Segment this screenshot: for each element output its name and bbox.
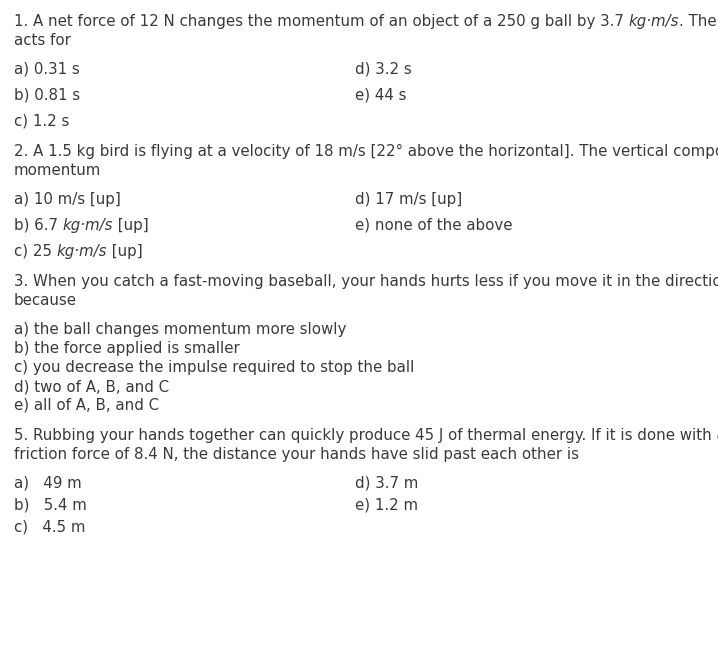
Text: c) 25: c) 25: [14, 244, 57, 259]
Text: b) the force applied is smaller: b) the force applied is smaller: [14, 341, 240, 356]
Text: d) 3.2 s: d) 3.2 s: [355, 62, 411, 77]
Text: c) you decrease the impulse required to stop the ball: c) you decrease the impulse required to …: [14, 360, 414, 375]
Text: a)   49 m: a) 49 m: [14, 476, 82, 491]
Text: . The force: . The force: [679, 14, 718, 29]
Text: a) the ball changes momentum more slowly: a) the ball changes momentum more slowly: [14, 322, 346, 337]
Text: b) 0.81 s: b) 0.81 s: [14, 88, 80, 103]
Text: friction force of 8.4 N, the distance your hands have slid past each other is: friction force of 8.4 N, the distance yo…: [14, 447, 579, 462]
Text: c) 1.2 s: c) 1.2 s: [14, 114, 70, 129]
Text: 1. A net force of 12 N changes the momentum of an object of a 250 g ball by 3.7: 1. A net force of 12 N changes the momen…: [14, 14, 629, 29]
Text: 5. Rubbing your hands together can quickly produce 45 J of thermal energy. If it: 5. Rubbing your hands together can quick…: [14, 428, 718, 443]
Text: d) two of A, B, and C: d) two of A, B, and C: [14, 379, 169, 394]
Text: a) 0.31 s: a) 0.31 s: [14, 62, 80, 77]
Text: a) 10 m/s [up]: a) 10 m/s [up]: [14, 192, 121, 207]
Text: c)   4.5 m: c) 4.5 m: [14, 520, 85, 535]
Text: [up]: [up]: [113, 218, 149, 233]
Text: b)   5.4 m: b) 5.4 m: [14, 498, 87, 513]
Text: d) 3.7 m: d) 3.7 m: [355, 476, 419, 491]
Text: b) 6.7: b) 6.7: [14, 218, 62, 233]
Text: 3. When you catch a fast-moving baseball, your hands hurts less if you move it i: 3. When you catch a fast-moving baseball…: [14, 274, 718, 289]
Text: kg·m/s: kg·m/s: [629, 14, 679, 29]
Text: e) 44 s: e) 44 s: [355, 88, 406, 103]
Text: because: because: [14, 293, 77, 308]
Text: acts for: acts for: [14, 33, 71, 48]
Text: [up]: [up]: [107, 244, 143, 259]
Text: kg·m/s: kg·m/s: [57, 244, 107, 259]
Text: 2. A 1.5 kg bird is flying at a velocity of 18 m/s [22° above the horizontal]. T: 2. A 1.5 kg bird is flying at a velocity…: [14, 144, 718, 159]
Text: d) 17 m/s [up]: d) 17 m/s [up]: [355, 192, 462, 207]
Text: e) 1.2 m: e) 1.2 m: [355, 498, 418, 513]
Text: kg·m/s: kg·m/s: [62, 218, 113, 233]
Text: e) none of the above: e) none of the above: [355, 218, 513, 233]
Text: e) all of A, B, and C: e) all of A, B, and C: [14, 398, 159, 413]
Text: momentum: momentum: [14, 163, 101, 178]
